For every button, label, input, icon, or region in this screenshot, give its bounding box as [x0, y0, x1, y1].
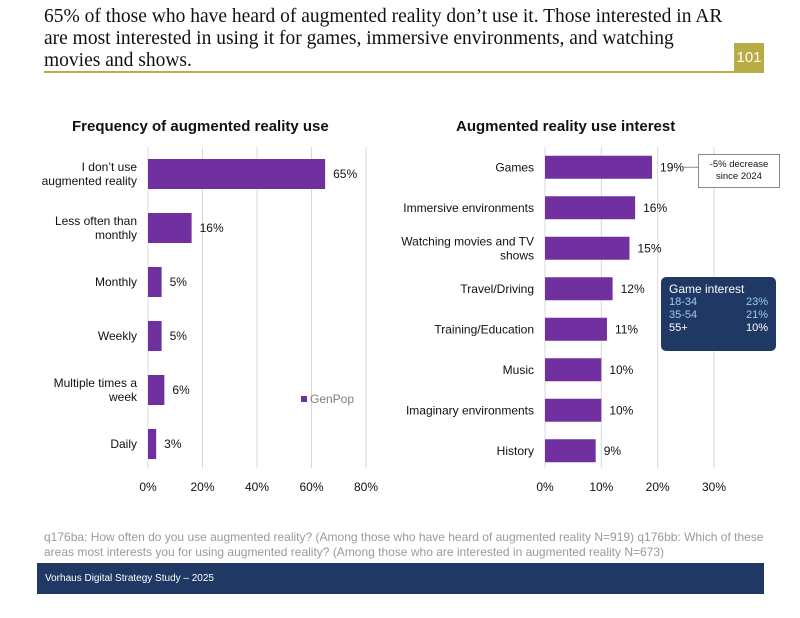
bar	[148, 375, 165, 405]
game-interest-row: 18-34 23%	[669, 296, 768, 309]
age-value: 21%	[745, 309, 768, 321]
game-interest-box: Game interest 18-34 23% 35-54 21% 55+ 10…	[661, 277, 776, 351]
data-label: 65%	[333, 167, 357, 181]
data-label: 16%	[643, 201, 667, 215]
age-group: 18-34	[669, 296, 698, 308]
bar	[545, 439, 596, 463]
category-label: History	[497, 444, 534, 458]
callout-line-2: since 2024	[716, 171, 762, 182]
bar	[148, 267, 162, 297]
data-label: 11%	[615, 322, 638, 336]
category-label: Multiple times a	[54, 376, 138, 390]
data-label: 10%	[609, 403, 633, 417]
footnote: q176ba: How often do you use augmented r…	[44, 530, 764, 559]
x-tick-label: 30%	[702, 480, 726, 494]
bar	[148, 321, 162, 351]
category-label: Immersive environments	[403, 201, 534, 215]
category-label: Monthly	[95, 275, 137, 289]
data-label: 9%	[604, 444, 622, 458]
data-label: 15%	[638, 241, 662, 255]
x-tick-label: 10%	[589, 480, 613, 494]
category-label: augmented reality	[42, 174, 137, 188]
footer-bar: Vorhaus Digital Strategy Study – 2025	[37, 563, 764, 594]
x-tick-label: 20%	[646, 480, 670, 494]
category-label: Daily	[110, 437, 137, 451]
category-label: monthly	[95, 228, 137, 242]
age-value: 23%	[745, 296, 768, 308]
title-rule	[44, 71, 764, 73]
x-tick-label: 20%	[190, 480, 214, 494]
category-label: Music	[503, 363, 534, 377]
bar	[545, 277, 613, 301]
game-interest-row: 35-54 21%	[669, 309, 768, 322]
game-interest-title: Game interest	[669, 282, 745, 296]
x-tick-label: 80%	[354, 480, 378, 494]
bar	[545, 196, 636, 220]
bar	[148, 429, 157, 459]
page-number: 101	[734, 43, 764, 72]
category-label: Travel/Driving	[460, 282, 534, 296]
bar	[148, 213, 192, 243]
data-label: 10%	[609, 363, 633, 377]
data-label: 5%	[170, 275, 188, 289]
age-value: 10%	[745, 322, 768, 334]
data-label: 5%	[170, 329, 188, 343]
chart-title-frequency: Frequency of augmented reality use	[72, 118, 329, 135]
chart-title-interest: Augmented reality use interest	[456, 118, 676, 135]
legend-swatch	[301, 396, 307, 402]
data-label: 3%	[164, 437, 182, 451]
x-tick-label: 60%	[299, 480, 323, 494]
bar	[545, 358, 602, 382]
data-label: 16%	[200, 221, 224, 235]
category-label: Less often than	[55, 214, 137, 228]
legend-label: GenPop	[310, 392, 354, 406]
category-label: Training/Education	[434, 322, 534, 336]
category-label: Weekly	[98, 329, 137, 343]
bar	[545, 398, 602, 422]
game-interest-row: 55+ 10%	[669, 322, 768, 335]
bar	[545, 317, 607, 341]
x-tick-label: 0%	[536, 480, 554, 494]
age-group: 55+	[669, 322, 688, 334]
games-decrease-callout: -5% decrease since 2024	[698, 154, 780, 188]
category-label: Games	[495, 160, 534, 174]
category-label: I don’t use	[82, 160, 138, 174]
category-label: shows	[500, 248, 534, 262]
callout-line-1: -5% decrease	[709, 159, 769, 170]
bar	[545, 236, 630, 260]
data-label: 6%	[172, 383, 190, 397]
category-label: Watching movies and TV	[401, 234, 534, 248]
data-label: 19%	[660, 160, 684, 174]
age-group: 35-54	[669, 309, 698, 321]
data-label: 12%	[621, 282, 645, 296]
bar	[148, 159, 326, 189]
x-tick-label: 0%	[139, 480, 157, 494]
page-title: 65% of those who have heard of augmented…	[44, 6, 723, 71]
category-label: Imaginary environments	[406, 403, 534, 417]
category-label: week	[108, 390, 138, 404]
footer-text: Vorhaus Digital Strategy Study – 2025	[45, 573, 214, 584]
bar	[545, 155, 653, 179]
x-tick-label: 40%	[245, 480, 269, 494]
